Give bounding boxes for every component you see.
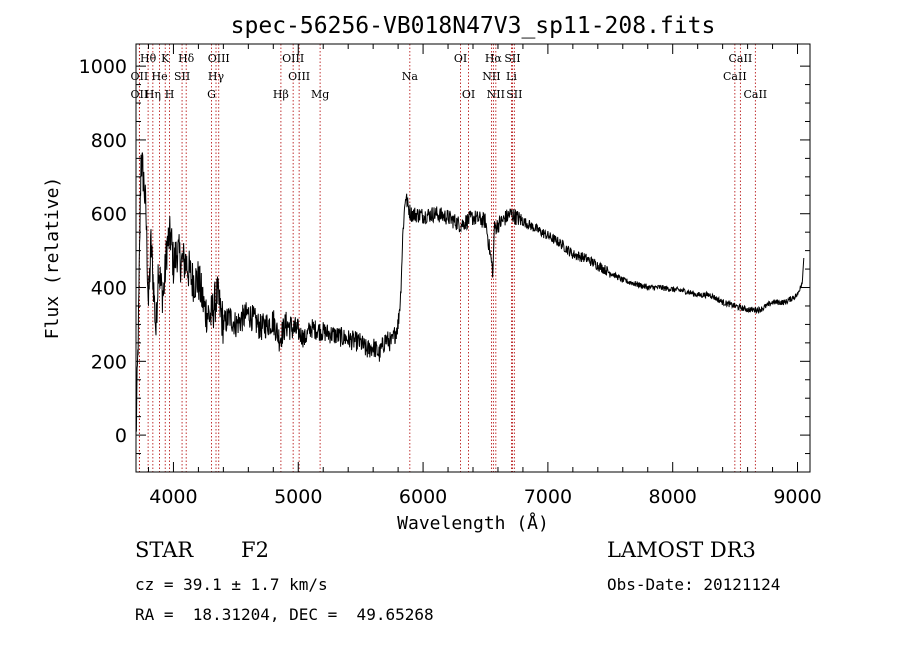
- line-marker-label-0: Hθ: [140, 52, 157, 65]
- line-marker-label-8: Hδ: [178, 52, 195, 65]
- plot-frame: [135, 43, 811, 473]
- line-marker-label-26: CaII: [723, 70, 747, 83]
- line-marker-label-13: OIII: [282, 52, 304, 65]
- x-tick-label: 9000: [773, 486, 821, 508]
- y-axis-label: Flux (relative): [42, 177, 63, 340]
- line-marker-label-16: Na: [402, 70, 419, 83]
- line-marker-label-17: OI: [454, 52, 467, 65]
- line-marker-label-24: SII: [506, 88, 522, 101]
- line-marker-label-10: Hγ: [208, 70, 225, 83]
- y-tick-label: 200: [91, 351, 127, 373]
- line-marker-label-21: NII: [487, 88, 505, 101]
- y-tick-label: 0: [115, 425, 127, 447]
- line-marker-label-2: OII: [131, 88, 149, 101]
- line-marker-label-7: SII: [174, 70, 190, 83]
- x-tick-label: 6000: [399, 486, 447, 508]
- line-marker-label-20: NII: [482, 70, 500, 83]
- x-tick-label: 5000: [274, 486, 322, 508]
- line-marker-label-25: CaII: [729, 52, 753, 65]
- object-subclass: F2: [241, 538, 269, 562]
- line-marker-label-3: Hη: [145, 88, 161, 101]
- line-marker-label-23: Li: [506, 70, 517, 83]
- x-axis-label: Wavelength (Å): [397, 512, 549, 534]
- line-marker-label-11: G: [207, 88, 216, 101]
- line-marker-label-1: OII: [131, 70, 149, 83]
- line-marker-label-15: Mg: [311, 88, 329, 101]
- line-marker-label-18: OI: [462, 88, 475, 101]
- x-tick-label: 8000: [649, 486, 697, 508]
- line-marker-label-19: Hα: [485, 52, 503, 65]
- coordinates: RA = 18.31204, DEC = 49.65268: [135, 605, 434, 624]
- object-class: STAR: [135, 538, 194, 562]
- obs-date: Obs-Date: 20121124: [607, 575, 781, 594]
- redshift-text: cz = 39.1 ± 1.7 km/s: [135, 575, 328, 594]
- line-marker-label-27: CaII: [743, 88, 767, 101]
- x-tick-label: 7000: [524, 486, 572, 508]
- line-marker-label-6: H: [165, 88, 175, 101]
- chart-title: spec-56256-VB018N47V3_sp11-208.fits: [231, 13, 716, 39]
- y-tick-label: 600: [91, 204, 127, 226]
- y-tick-label: 400: [91, 278, 127, 300]
- survey-label: LAMOST DR3: [607, 538, 756, 562]
- line-marker-label-4: K: [161, 52, 170, 65]
- line-marker-label-12: Hβ: [273, 88, 289, 101]
- line-marker-label-9: OIII: [208, 52, 230, 65]
- line-marker-label-14: OIII: [288, 70, 310, 83]
- line-marker-label-5: He: [152, 70, 168, 83]
- y-tick-label: 800: [91, 130, 127, 152]
- spectrum-line-0: [135, 152, 805, 433]
- line-marker-label-22: SII: [504, 52, 520, 65]
- x-tick-label: 4000: [149, 486, 197, 508]
- y-tick-label: 1000: [79, 56, 127, 78]
